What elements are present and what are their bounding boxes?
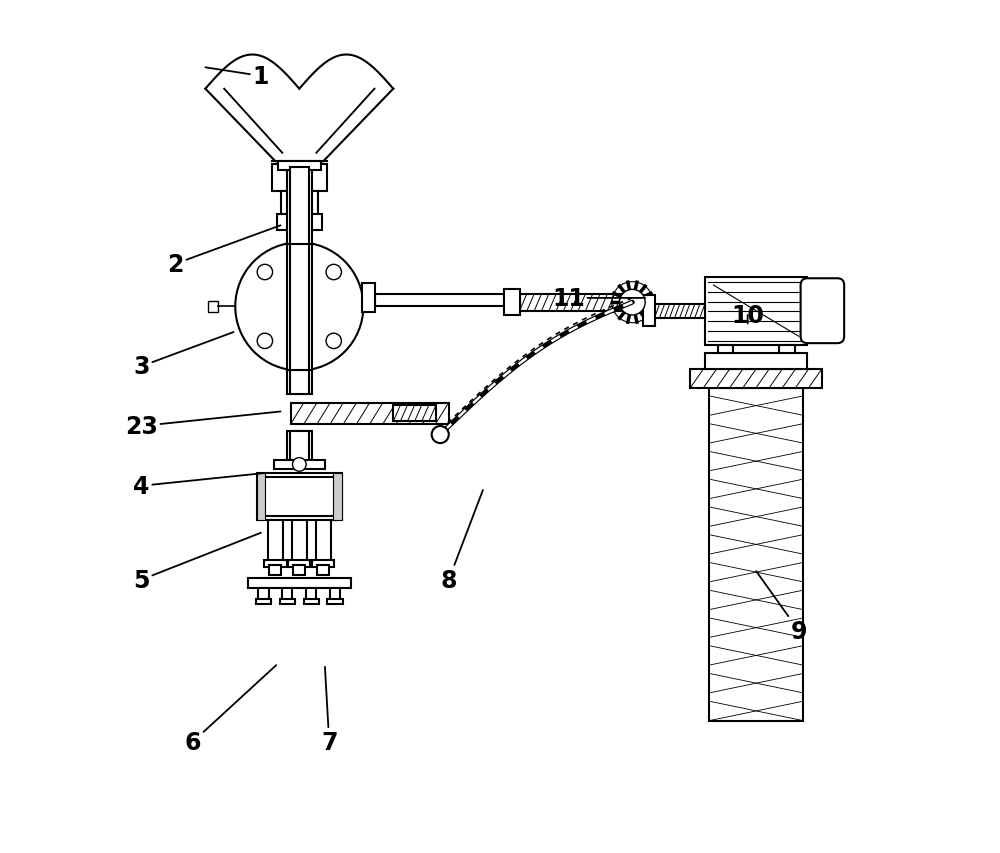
- Bar: [248, 578, 351, 589]
- Bar: [287, 371, 312, 394]
- Bar: [281, 192, 318, 218]
- Bar: [258, 589, 269, 601]
- Bar: [269, 566, 281, 576]
- Bar: [709, 388, 803, 721]
- Bar: [274, 461, 325, 469]
- Bar: [312, 560, 334, 567]
- Bar: [718, 345, 733, 354]
- Bar: [643, 296, 655, 327]
- Text: 10: 10: [731, 304, 764, 328]
- Bar: [277, 215, 322, 230]
- Text: 11: 11: [552, 287, 645, 310]
- Circle shape: [326, 265, 341, 281]
- Text: 8: 8: [441, 490, 483, 592]
- Text: 5: 5: [133, 533, 261, 592]
- Bar: [655, 305, 705, 318]
- Bar: [278, 162, 321, 171]
- Bar: [317, 566, 329, 576]
- FancyBboxPatch shape: [801, 279, 844, 344]
- Bar: [705, 277, 807, 345]
- Bar: [330, 589, 340, 601]
- Text: 7: 7: [321, 667, 337, 754]
- Bar: [779, 345, 795, 354]
- Text: 23: 23: [125, 412, 281, 438]
- Bar: [375, 294, 504, 306]
- Bar: [287, 432, 312, 465]
- Bar: [290, 243, 309, 371]
- Circle shape: [235, 243, 363, 371]
- Bar: [280, 599, 295, 604]
- Circle shape: [257, 265, 273, 281]
- Text: 1: 1: [205, 65, 269, 89]
- Text: 9: 9: [756, 572, 807, 643]
- Text: 2: 2: [167, 226, 281, 276]
- Bar: [520, 294, 622, 311]
- Circle shape: [432, 426, 449, 444]
- Bar: [690, 369, 822, 388]
- Bar: [306, 589, 316, 601]
- Bar: [287, 243, 312, 371]
- Bar: [705, 354, 807, 369]
- Text: 6: 6: [184, 665, 276, 754]
- Bar: [288, 560, 310, 567]
- Bar: [208, 302, 218, 312]
- Bar: [287, 168, 312, 245]
- Bar: [393, 405, 436, 421]
- Bar: [264, 560, 287, 567]
- Bar: [268, 520, 283, 565]
- Bar: [293, 566, 305, 576]
- Bar: [327, 599, 343, 604]
- Bar: [290, 168, 309, 245]
- Bar: [257, 473, 265, 520]
- Bar: [291, 403, 449, 424]
- Circle shape: [326, 334, 341, 349]
- Text: 4: 4: [133, 473, 265, 498]
- Bar: [290, 432, 309, 465]
- Bar: [256, 599, 271, 604]
- Bar: [290, 371, 309, 394]
- Circle shape: [620, 290, 645, 316]
- Circle shape: [257, 334, 273, 349]
- Bar: [333, 473, 342, 520]
- Bar: [362, 284, 375, 313]
- Bar: [316, 520, 331, 565]
- Bar: [304, 599, 319, 604]
- Bar: [292, 520, 307, 565]
- Bar: [272, 165, 327, 192]
- Bar: [282, 589, 292, 601]
- Circle shape: [292, 458, 306, 472]
- Bar: [504, 290, 520, 316]
- Bar: [257, 473, 342, 520]
- Bar: [261, 478, 338, 516]
- Text: 3: 3: [133, 333, 234, 379]
